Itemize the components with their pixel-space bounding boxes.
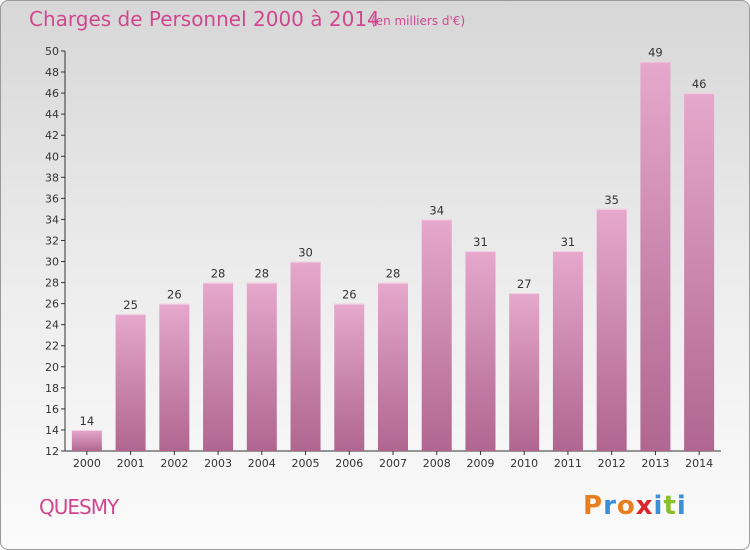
x-tick-label: 2000	[73, 457, 101, 470]
data-label: 26	[167, 288, 182, 302]
chart-unit-note: (en milliers d'€)	[371, 14, 466, 28]
y-tick-label: 12	[45, 445, 59, 458]
bar-2007	[378, 282, 408, 451]
bar-2006	[334, 303, 365, 451]
data-label: 28	[211, 267, 226, 281]
bar-2013	[640, 61, 671, 452]
y-tick-label: 38	[45, 171, 59, 184]
logo-letter: P	[583, 491, 604, 521]
x-tick-label: 2006	[335, 457, 363, 470]
chart-title: Charges de Personnel 2000 à 2014	[29, 7, 380, 31]
data-label: 25	[123, 298, 138, 312]
logo-letter: i	[676, 491, 687, 521]
data-label: 31	[473, 235, 488, 249]
x-tick-label: 2004	[248, 457, 276, 470]
y-tick-label: 34	[45, 213, 59, 226]
bar-2011	[552, 251, 583, 451]
bar-2002	[159, 303, 190, 451]
x-tick-label: 2005	[292, 457, 320, 470]
y-tick-label: 14	[45, 424, 59, 437]
bar-2004	[246, 282, 277, 451]
y-tick-label: 44	[45, 108, 59, 121]
x-tick-label: 2013	[641, 457, 669, 470]
bar-2003	[203, 282, 234, 451]
y-tick-label: 28	[45, 277, 59, 290]
bar-2008	[421, 219, 452, 451]
y-tick-label: 40	[45, 150, 59, 163]
y-tick-label: 32	[45, 234, 59, 247]
y-tick-label: 50	[45, 45, 59, 58]
data-label: 28	[386, 267, 401, 281]
x-tick-label: 2010	[510, 457, 538, 470]
x-tick-label: 2009	[466, 457, 494, 470]
bar-2014	[684, 93, 715, 452]
bar-2000	[71, 429, 102, 451]
y-tick-label: 48	[45, 66, 59, 79]
y-tick-label: 36	[45, 192, 59, 205]
data-label: 46	[692, 77, 707, 91]
x-tick-label: 2007	[379, 457, 407, 470]
y-tick-label: 46	[45, 87, 59, 100]
proxiti-logo: Proxiti	[583, 491, 687, 521]
logo-letter: t	[663, 491, 677, 521]
bar-2001	[115, 314, 146, 451]
data-label: 30	[298, 246, 313, 260]
data-label: 14	[80, 414, 95, 428]
x-tick-label: 2002	[160, 457, 188, 470]
y-tick-label: 42	[45, 129, 59, 142]
x-tick-label: 2008	[423, 457, 451, 470]
logo-letter: o	[616, 491, 636, 521]
bar-2009	[465, 251, 496, 451]
data-label: 26	[342, 288, 357, 302]
y-tick-label: 18	[45, 382, 59, 395]
bar-2005	[290, 261, 321, 451]
data-label: 34	[429, 203, 444, 217]
logo-letter: x	[635, 491, 654, 521]
data-label: 27	[517, 277, 532, 291]
y-tick-label: 30	[45, 256, 59, 269]
data-label: 35	[604, 193, 619, 207]
x-tick-label: 2011	[554, 457, 582, 470]
data-label: 31	[561, 235, 576, 249]
x-tick-label: 2014	[685, 457, 713, 470]
data-label: 49	[648, 46, 663, 60]
y-tick-label: 16	[45, 403, 59, 416]
data-label: 28	[254, 267, 269, 281]
logo-letter: i	[653, 491, 664, 521]
x-tick-label: 2001	[117, 457, 145, 470]
y-tick-label: 22	[45, 340, 59, 353]
x-tick-label: 2012	[598, 457, 626, 470]
x-tick-label: 2003	[204, 457, 232, 470]
y-tick-label: 20	[45, 361, 59, 374]
bar-2012	[596, 208, 627, 451]
bar-2010	[509, 293, 540, 451]
y-tick-label: 24	[45, 319, 59, 332]
commune-name: QUESMY	[39, 495, 119, 519]
logo-letter: r	[603, 491, 617, 521]
y-tick-label: 26	[45, 298, 59, 311]
